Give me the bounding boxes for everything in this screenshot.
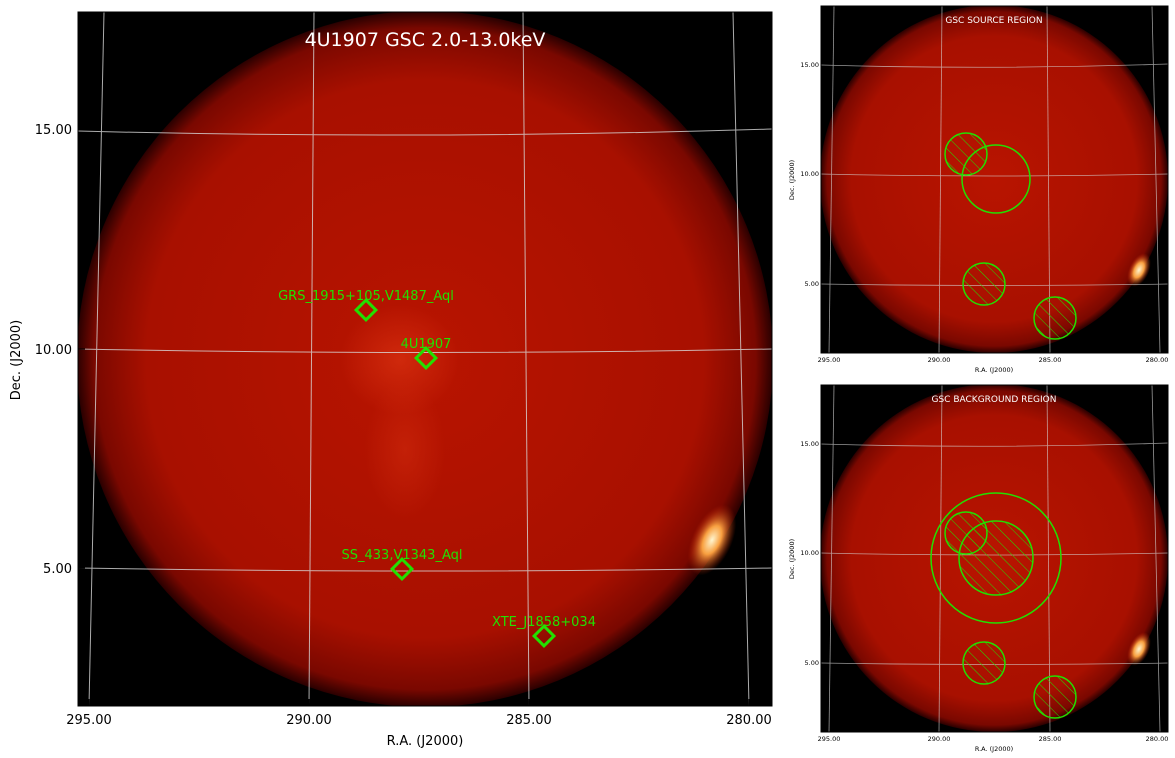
excluded-region [1033,296,1077,340]
x-tick: 295.00 [818,356,841,364]
emission-ridge [365,380,445,520]
coordinate-grid [821,6,1168,353]
x-axis-label: R.A. (J2000) [975,745,1013,753]
excluded-region [962,262,1006,306]
main-ticks [78,128,750,706]
background-annulus-outer [930,492,1062,624]
y-tick: 10.00 [800,170,819,178]
excluded-region [1033,675,1077,719]
plot-frame [820,5,1169,354]
x-tick-290: 290.00 [286,713,332,728]
excluded-region [944,132,988,176]
bright-edge-source [1127,253,1151,287]
source-label: GRS_1915+105,V1487_Aql [278,289,454,304]
y-tick-15: 15.00 [35,123,72,138]
bright-edge-source [1127,632,1151,666]
y-axis-label: Dec. (J2000) [9,320,24,400]
x-tick-285: 285.00 [506,713,552,728]
main-sky-map: 4U1907 GSC 2.0-13.0keV 295.00 290.00 285… [9,11,773,749]
y-tick: 10.00 [800,549,819,557]
main-title: 4U1907 GSC 2.0-13.0keV [305,29,546,51]
x-tick: 290.00 [928,356,951,364]
x-tick-295: 295.00 [66,713,112,728]
source-xte1858[interactable]: XTE_J1858+034 [492,615,596,649]
x-tick: 285.00 [1039,356,1062,364]
source-region-map: GSC SOURCE REGION 295.00 290.00 285.00 2… [788,5,1169,374]
y-tick: 5.00 [805,659,819,667]
y-tick-10: 10.00 [35,343,72,358]
main-plot-frame [77,11,773,707]
x-tick: 295.00 [818,735,841,743]
y-tick-5: 5.00 [43,562,72,577]
coordinate-grid [78,12,772,706]
x-tick: 280.00 [1146,735,1169,743]
x-tick: 280.00 [1146,356,1169,364]
x-tick-280: 280.00 [726,713,772,728]
source-label: 4U1907 [401,337,452,352]
source-label: SS_433,V1343_Aql [342,548,463,563]
source-marker [353,297,379,323]
source-marker [413,345,439,371]
x-axis-label: R.A. (J2000) [387,734,464,749]
x-axis-label: R.A. (J2000) [975,366,1013,374]
source-4u1907[interactable]: 4U1907 [401,337,452,371]
source-extraction-region [961,144,1031,214]
y-tick: 15.00 [800,61,819,69]
plot-frame [820,384,1169,733]
field-of-view-disk [821,6,1168,353]
y-tick: 15.00 [800,440,819,448]
source-marker [531,623,557,649]
panel-title: GSC BACKGROUND REGION [932,395,1057,405]
source-marker [389,556,415,582]
x-tick: 285.00 [1039,735,1062,743]
source-label: XTE_J1858+034 [492,615,596,630]
source-grs1915[interactable]: GRS_1915+105,V1487_Aql [278,289,454,323]
y-axis-label: Dec. (J2000) [788,539,796,579]
emission-glow [340,305,460,415]
y-axis-label: Dec. (J2000) [788,160,796,200]
bright-edge-source [687,504,737,576]
x-tick: 290.00 [928,735,951,743]
background-region-map: GSC BACKGROUND REGION 295.00 290.00 285.… [788,384,1169,753]
excluded-region [944,511,988,555]
y-tick: 5.00 [805,280,819,288]
excluded-region [962,641,1006,685]
panel-title: GSC SOURCE REGION [945,16,1042,26]
source-ss433[interactable]: SS_433,V1343_Aql [342,548,463,582]
